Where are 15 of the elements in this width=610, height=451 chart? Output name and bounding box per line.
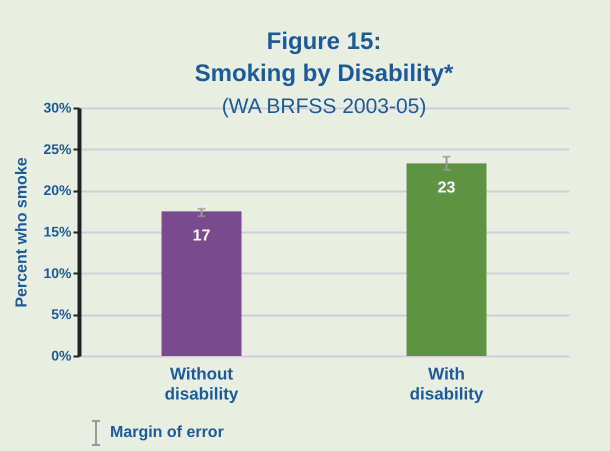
x-tick-label: With disability	[410, 364, 484, 404]
y-tick-label: 15%	[43, 224, 72, 240]
text: Margin of error	[110, 424, 224, 442]
chart-title: Figure 15: Smoking by Disability*	[194, 28, 454, 87]
x-tick-label: Without disability	[164, 364, 239, 404]
y-axis-title: Percent who smoke	[13, 157, 30, 308]
data-label: 17	[192, 227, 210, 244]
chart-subtitle: (WA BRFSS 2003-05)	[222, 95, 426, 118]
y-tick-label: 30%	[43, 100, 72, 116]
y-tick-label: 0%	[51, 348, 72, 364]
y-tick-label: 20%	[43, 182, 72, 198]
data-label: 23	[438, 179, 456, 196]
y-tick-label: 10%	[43, 264, 72, 281]
y-tick-label: 25%	[43, 140, 72, 157]
y-tick-label: 5%	[51, 306, 72, 322]
